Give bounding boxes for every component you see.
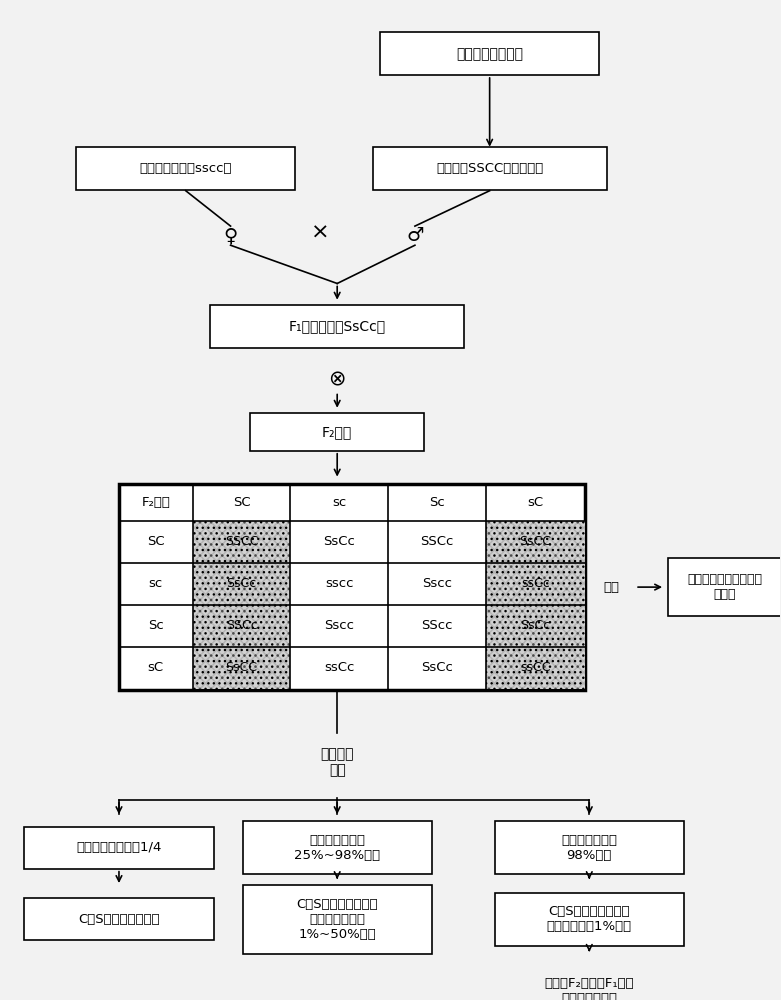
Text: SsCc: SsCc bbox=[323, 535, 355, 548]
Bar bbox=[243, 885, 432, 954]
Text: SsCC: SsCC bbox=[226, 661, 258, 674]
Bar bbox=[486, 647, 585, 689]
Text: SsCc: SsCc bbox=[520, 619, 551, 632]
Text: Sscc: Sscc bbox=[422, 577, 452, 590]
Text: C与S位于同一染色体
上，但重组率在
1%~50%之间: C与S位于同一染色体 上，但重组率在 1%~50%之间 bbox=[296, 898, 378, 941]
Text: Sc: Sc bbox=[429, 496, 444, 509]
Text: F₂群体: F₂群体 bbox=[322, 425, 352, 439]
Text: Sscc: Sscc bbox=[324, 619, 354, 632]
Bar bbox=[193, 647, 291, 689]
Bar bbox=[193, 521, 291, 563]
Text: sscc: sscc bbox=[325, 577, 354, 590]
Text: SsCc: SsCc bbox=[421, 661, 453, 674]
Bar bbox=[193, 563, 291, 605]
Text: SSCc: SSCc bbox=[420, 535, 454, 548]
Text: sC: sC bbox=[148, 661, 164, 674]
Bar bbox=[486, 563, 585, 605]
Bar bbox=[486, 563, 585, 605]
Text: SC: SC bbox=[233, 496, 251, 509]
Text: 剔除含有颜色标记基因
的种子: 剔除含有颜色标记基因 的种子 bbox=[687, 573, 762, 601]
Text: F₁杂合种子（SsCc）: F₁杂合种子（SsCc） bbox=[289, 320, 386, 334]
Text: Sc: Sc bbox=[148, 619, 164, 632]
Bar bbox=[193, 563, 291, 605]
Bar bbox=[243, 821, 432, 874]
Bar bbox=[24, 898, 214, 940]
Text: 工程保持系候选库: 工程保持系候选库 bbox=[456, 47, 523, 61]
Bar bbox=[486, 605, 585, 647]
Text: 普通核不育系（sscc）: 普通核不育系（sscc） bbox=[140, 162, 232, 175]
Text: SC: SC bbox=[147, 535, 165, 548]
Bar bbox=[668, 558, 781, 616]
Text: sc: sc bbox=[148, 577, 163, 590]
Bar bbox=[494, 965, 684, 1000]
Text: 不育株数占比在
25%~98%之间: 不育株数占比在 25%~98%之间 bbox=[294, 834, 380, 862]
Text: C与S位于同一染色体
上，重组率在1%以下: C与S位于同一染色体 上，重组率在1%以下 bbox=[547, 905, 632, 933]
Text: ♂: ♂ bbox=[406, 226, 423, 245]
Text: F₂群体: F₂群体 bbox=[141, 496, 170, 509]
Text: sC: sC bbox=[527, 496, 544, 509]
Text: ♀: ♀ bbox=[223, 226, 237, 245]
Bar bbox=[494, 893, 684, 946]
Text: 遗传连锁
分析: 遗传连锁 分析 bbox=[320, 747, 354, 777]
Bar bbox=[373, 147, 607, 190]
Bar bbox=[380, 32, 599, 75]
Bar bbox=[193, 647, 291, 689]
Bar bbox=[486, 521, 585, 563]
Bar bbox=[24, 827, 214, 869]
Bar bbox=[486, 521, 585, 563]
Bar bbox=[76, 147, 295, 190]
Text: ssCC: ssCC bbox=[520, 661, 551, 674]
Text: 不育株数占比在
98%以上: 不育株数占比在 98%以上 bbox=[562, 834, 617, 862]
Text: 基因型为SSCC的纯合株系: 基因型为SSCC的纯合株系 bbox=[436, 162, 544, 175]
Text: SSCc: SSCc bbox=[226, 619, 258, 632]
Text: SScc: SScc bbox=[421, 619, 452, 632]
Text: sc: sc bbox=[332, 496, 346, 509]
Text: SsCC: SsCC bbox=[519, 535, 551, 548]
Bar bbox=[193, 605, 291, 647]
Bar bbox=[486, 605, 585, 647]
Text: C与S位于不同染色体: C与S位于不同染色体 bbox=[78, 913, 160, 926]
Text: ×: × bbox=[311, 223, 330, 243]
Bar bbox=[193, 521, 291, 563]
Bar bbox=[494, 821, 684, 874]
Text: ⊗: ⊗ bbox=[329, 369, 346, 389]
Bar bbox=[193, 605, 291, 647]
Bar bbox=[119, 484, 585, 690]
Text: ssCc: ssCc bbox=[521, 577, 550, 590]
Bar bbox=[210, 305, 464, 348]
Text: 不育株数占比接近1/4: 不育株数占比接近1/4 bbox=[77, 841, 162, 854]
Text: ssCc: ssCc bbox=[324, 661, 355, 674]
Text: 留选该F₂来源的F₁种子
作为工程保持系: 留选该F₂来源的F₁种子 作为工程保持系 bbox=[544, 977, 634, 1000]
Text: SsCc: SsCc bbox=[226, 577, 257, 590]
Bar bbox=[486, 647, 585, 689]
Text: SSCC: SSCC bbox=[225, 535, 259, 548]
Bar bbox=[250, 413, 424, 451]
Text: 色选: 色选 bbox=[603, 581, 619, 594]
